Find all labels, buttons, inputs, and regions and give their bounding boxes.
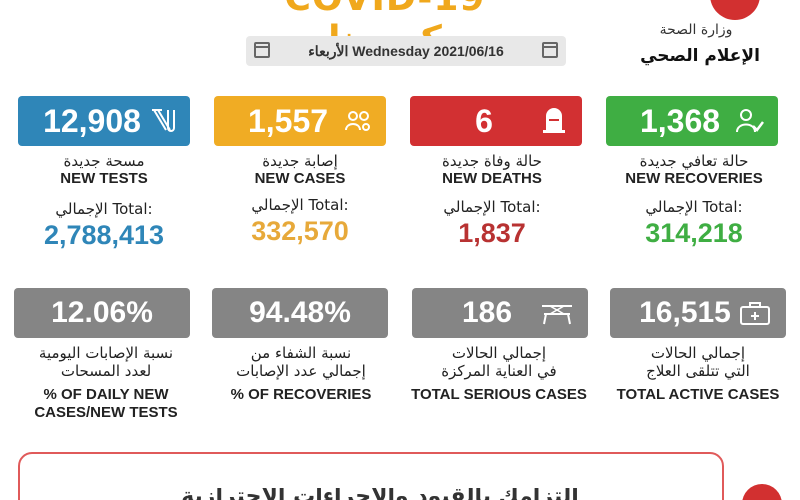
recovery-rate-label-en-1: % OF RECOVERIES	[230, 386, 372, 403]
new-tests-total-label: الإجمالي Total:	[55, 200, 153, 218]
active-cases-label-en-1: TOTAL ACTIVE CASES	[616, 386, 780, 403]
recovery-rate-label-ar-1: نسبة الشفاء من	[250, 344, 352, 362]
new-tests-label-en: NEW TESTS	[60, 170, 148, 187]
advisory-banner	[18, 452, 724, 500]
serious-cases-value: 186	[461, 296, 513, 329]
advisory-icon	[742, 484, 782, 500]
new-deaths-total-label: الإجمالي Total:	[443, 198, 541, 216]
new-cases-card: 1,557	[214, 96, 386, 146]
active-cases-label-ar-1: إجمالي الحالات	[650, 344, 746, 362]
new-deaths-labels: حالة وفاة جديدة NEW DEATHS الإجمالي Tota…	[402, 152, 582, 250]
recovery-rate-labels: نسبة الشفاء من إجمالي عدد الإصابات % OF …	[206, 344, 396, 404]
new-tests-value: 12,908	[43, 103, 141, 139]
new-recoveries-labels: حالة تعافي جديدة NEW RECOVERIES الإجمالي…	[604, 152, 784, 250]
date-bar: الأربعاء Wednesday 2021/06/16	[246, 36, 566, 66]
active-cases-label-ar-2: التي تتلقى العلاج	[646, 362, 750, 380]
recovery-rate-label-ar-2: إجمالي عدد الإصابات	[236, 362, 366, 380]
new-tests-labels: مسحة جديدة NEW TESTS الإجمالي Total: 2,7…	[14, 152, 194, 252]
serious-cases-label-ar-1: إجمالي الحالات	[451, 344, 547, 362]
recovery-rate-card: 94.48%	[212, 288, 388, 338]
positivity-label-ar-2: لعدد المسحات	[60, 362, 152, 380]
deaths-total-value: 1,837	[458, 218, 526, 248]
calendar-icon	[254, 42, 270, 58]
serious-cases-card: 186	[412, 288, 588, 338]
new-recoveries-card: 1,368	[606, 96, 778, 146]
new-deaths-value: 6	[475, 103, 493, 139]
new-deaths-label-ar: حالة وفاة جديدة	[442, 152, 542, 170]
date-text: الأربعاء Wednesday 2021/06/16	[308, 42, 504, 59]
new-recoveries-value: 1,368	[639, 103, 721, 139]
advisory-text: التزامك بالقيود والإجراءات الاحترازية	[130, 488, 630, 500]
active-cases-card: 16,515	[610, 288, 786, 338]
active-cases-value: 16,515	[639, 296, 731, 329]
positivity-label-ar-1: نسبة الإصابات اليومية	[38, 344, 174, 362]
new-cases-labels: إصابة جديدة NEW CASES الإجمالي Total: 33…	[210, 152, 390, 248]
cases-total-value: 332,570	[251, 216, 349, 246]
new-recoveries-total-label: الإجمالي Total:	[645, 198, 743, 216]
new-cases-total-label: الإجمالي Total:	[251, 196, 349, 214]
new-cases-label-ar: إصابة جديدة	[262, 152, 338, 170]
positivity-labels: نسبة الإصابات اليومية لعدد المسحات % OF …	[10, 344, 202, 422]
test-tube-icon	[152, 109, 175, 132]
ministry-logo	[710, 0, 760, 20]
recoveries-total-value: 314,218	[645, 218, 743, 248]
recovery-rate-value: 94.48%	[249, 296, 351, 329]
positivity-rate-value: 12.06%	[51, 296, 153, 329]
new-cases-value: 1,557	[247, 103, 329, 139]
tests-total-value: 2,788,413	[43, 220, 165, 250]
medical-kit-icon	[740, 302, 770, 325]
active-cases-labels: إجمالي الحالات التي تتلقى العلاج TOTAL A…	[600, 344, 796, 404]
new-recoveries-label-ar: حالة تعافي جديدة	[639, 152, 749, 170]
new-tests-label-ar: مسحة جديدة	[63, 152, 145, 170]
serious-cases-label-ar-2: في العناية المركزة	[441, 362, 557, 380]
ministry-name: وزارة الصحة	[659, 22, 733, 38]
positivity-rate-card: 12.06%	[14, 288, 190, 338]
new-cases-label-en: NEW CASES	[254, 170, 346, 187]
positivity-label-en-1: % OF DAILY NEW	[43, 386, 169, 403]
serious-cases-label-en-1: TOTAL SERIOUS CASES	[411, 386, 587, 403]
new-recoveries-label-en: NEW RECOVERIES	[625, 170, 763, 187]
people-virus-icon	[345, 111, 370, 131]
hospital-bed-icon	[542, 305, 572, 325]
media-label: الإعلام الصحي	[640, 46, 760, 66]
calendar-icon	[542, 42, 558, 58]
tombstone-icon	[543, 108, 565, 133]
new-deaths-label-en: NEW DEATHS	[442, 170, 542, 187]
serious-cases-labels: إجمالي الحالات في العناية المركزة TOTAL …	[398, 344, 600, 404]
new-deaths-card: 6	[410, 96, 582, 146]
positivity-label-en-2: CASES/NEW TESTS	[34, 404, 178, 421]
person-check-icon	[736, 109, 764, 133]
new-tests-card: 12,908	[18, 96, 190, 146]
advisory-text-line: التزامك بالقيود والإجراءات الاحترازية	[130, 488, 630, 500]
